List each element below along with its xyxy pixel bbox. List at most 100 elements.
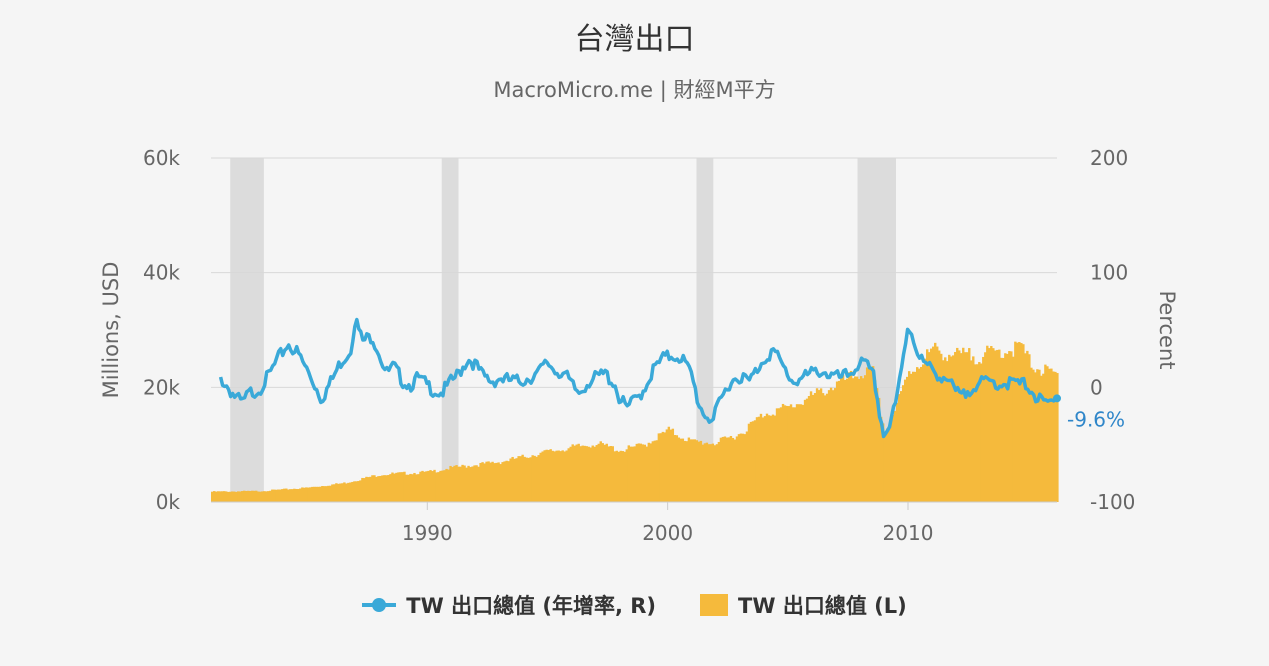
bar[interactable] [954,351,957,502]
bar[interactable] [922,364,925,502]
bar[interactable] [733,439,737,502]
bar[interactable] [1040,375,1043,502]
bar[interactable] [465,467,468,502]
bar[interactable] [369,476,372,502]
bar[interactable] [801,404,805,502]
bar[interactable] [347,482,350,502]
bar[interactable] [928,352,931,502]
bar[interactable] [799,404,803,502]
bar[interactable] [569,446,572,502]
bar[interactable] [1020,343,1023,502]
bar[interactable] [968,348,971,502]
bar[interactable] [924,358,927,502]
bar[interactable] [913,371,917,502]
bar[interactable] [287,489,290,502]
bar[interactable] [609,446,612,502]
bar[interactable] [763,416,767,502]
bar[interactable] [519,456,522,502]
bar[interactable] [343,482,346,502]
bar[interactable] [978,362,981,502]
bar[interactable] [994,350,997,502]
bar[interactable] [865,367,869,502]
bar[interactable] [213,491,216,502]
bar[interactable] [631,446,634,502]
bar[interactable] [767,415,771,502]
bar[interactable] [811,394,815,502]
bar[interactable] [879,416,883,502]
bar[interactable] [555,450,558,502]
bar[interactable] [607,446,610,502]
bar[interactable] [663,432,667,502]
bar[interactable] [887,425,891,502]
bar[interactable] [477,466,480,502]
bar[interactable] [263,491,266,502]
bar[interactable] [707,444,711,502]
bar[interactable] [313,486,316,502]
bar[interactable] [575,444,578,502]
bar[interactable] [745,431,749,502]
bar[interactable] [289,489,292,502]
bar[interactable] [627,445,630,502]
bar[interactable] [225,491,228,502]
bar[interactable] [311,486,314,502]
bar[interactable] [699,440,703,502]
bar[interactable] [705,442,709,502]
bar[interactable] [1032,369,1035,502]
bar[interactable] [393,473,396,502]
bar[interactable] [279,489,282,502]
bar[interactable] [837,380,841,502]
bar[interactable] [641,444,645,502]
bar[interactable] [259,491,262,502]
bar[interactable] [1012,356,1015,502]
bar[interactable] [761,417,765,502]
bar[interactable] [625,449,628,502]
bar[interactable] [601,443,604,502]
bar[interactable] [435,472,438,502]
bar[interactable] [873,380,877,502]
bar[interactable] [741,433,745,502]
bar[interactable] [845,378,849,502]
bar[interactable] [803,399,807,502]
bar[interactable] [1004,353,1007,502]
bar[interactable] [689,439,693,502]
bar[interactable] [1028,354,1031,502]
bar[interactable] [711,443,715,502]
bar[interactable] [215,491,218,502]
bar[interactable] [637,443,641,502]
bar[interactable] [479,462,482,502]
bar[interactable] [717,441,721,502]
bar[interactable] [585,446,588,502]
bar[interactable] [243,490,246,502]
bar[interactable] [291,489,294,502]
bar[interactable] [823,395,827,502]
bar[interactable] [891,414,895,502]
bar[interactable] [938,350,941,502]
bar[interactable] [349,482,352,502]
bar[interactable] [944,357,947,502]
bar[interactable] [473,465,476,502]
bar[interactable] [911,371,915,502]
bar[interactable] [807,396,811,502]
bar[interactable] [839,378,843,502]
bar[interactable] [639,443,643,502]
bar[interactable] [693,439,697,502]
bar[interactable] [323,486,326,502]
bar[interactable] [445,468,448,502]
last-point-marker[interactable] [1053,394,1061,403]
bar[interactable] [815,388,819,502]
bar[interactable] [657,433,661,502]
bar[interactable] [361,477,364,502]
bar[interactable] [307,487,310,502]
bar[interactable] [703,443,707,502]
bar[interactable] [889,419,893,502]
bar[interactable] [895,402,899,502]
bar[interactable] [431,471,434,502]
bar[interactable] [365,476,368,502]
bar[interactable] [401,472,404,502]
bar[interactable] [966,352,969,502]
bar[interactable] [531,455,534,502]
bar[interactable] [515,458,518,502]
bar[interactable] [579,446,582,502]
bar[interactable] [958,350,961,502]
bar[interactable] [783,405,787,502]
